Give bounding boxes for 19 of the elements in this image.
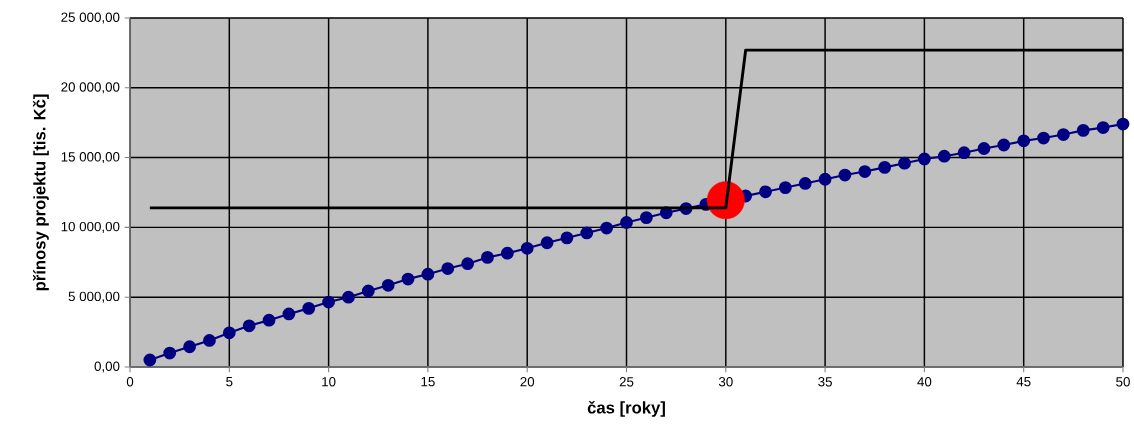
x-tick-label: 40	[917, 377, 932, 387]
x-tick-label: 15	[421, 377, 435, 387]
y-tick-label: 10 000,00	[61, 221, 120, 233]
x-tick-label: 0	[126, 377, 134, 387]
x-tick-label: 45	[1016, 377, 1031, 387]
y-axis-title: přínosy projektu [tis. Kč]	[32, 94, 49, 291]
y-tick-label: 15 000,00	[61, 152, 120, 164]
x-tick-label: 35	[818, 377, 832, 387]
x-tick-label: 25	[619, 377, 634, 387]
y-tick-label: 20 000,00	[61, 82, 120, 94]
y-tick-label: 0,00	[94, 361, 120, 373]
y-tick-label: 25 000,00	[61, 12, 120, 24]
x-tick-label: 10	[322, 377, 336, 387]
x-tick-label: 20	[520, 377, 535, 387]
x-tick-label: 30	[718, 377, 733, 387]
x-tick-label: 50	[1116, 377, 1130, 387]
x-tick-label: 5	[226, 377, 233, 387]
y-tick-label: 5 000,00	[68, 291, 120, 303]
x-axis-title: čas [roky]	[587, 400, 665, 417]
